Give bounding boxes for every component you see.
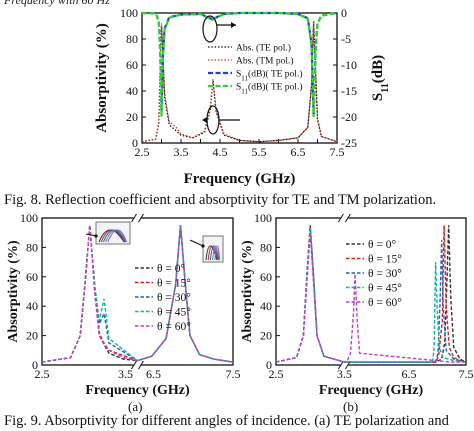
fig8-y-tick-label: 40 — [126, 84, 138, 98]
fig9b-y-tick-label: 40 — [260, 299, 272, 313]
fig8-arrow-head — [231, 22, 236, 28]
fig9b-y-tick-label: 60 — [260, 270, 272, 284]
fig9a-zoom-curve — [207, 245, 219, 261]
fig8-legend-label: Abs. (TM pol.) — [236, 56, 294, 67]
fig9a-axis-break-mark — [131, 213, 137, 223]
fig8-y2-tick-label: -20 — [341, 110, 357, 124]
fig8-annotation-ellipse — [202, 15, 218, 43]
fig8-x-axis-label: Frequency (GHz) — [184, 171, 296, 187]
fig8-legend-label: S11(dB)( TE pol.) — [236, 69, 303, 83]
figure-8-caption: Fig. 8. Reflection coefficient and absor… — [4, 192, 437, 208]
fig8-y-tick-label: 60 — [126, 58, 138, 72]
fig9a-y-axis-label: Absorptivity (%) — [6, 240, 21, 343]
fig9b-y-axis-label: Absorptivity (%) — [240, 240, 255, 343]
fig8-y2-tick-label: -5 — [341, 32, 351, 46]
fig9b-axis-break-mark — [344, 213, 351, 223]
fig9a-y-tick-label: 100 — [20, 211, 38, 225]
fig9b-y-tick-label: 80 — [260, 240, 272, 254]
fig9b-legend-label: θ = 60° — [368, 297, 402, 309]
fig9b-y-tick-label: 0 — [266, 358, 272, 372]
fig9a-zoom-arrow-head — [201, 244, 205, 248]
fig9a-x-tick-label: 3.5 — [118, 367, 133, 381]
fig9a-plot-frame — [41, 217, 234, 366]
fig9a-axis-break-mark — [138, 360, 144, 370]
fig8-y2-tick-label: -15 — [341, 84, 357, 98]
fig8-y-tick-label: 80 — [126, 32, 138, 46]
fig9a-axis-break-mark — [131, 360, 137, 370]
fig9a-x-tick-label: 6.5 — [146, 367, 161, 381]
fig9b-y-tick-label: 20 — [260, 329, 272, 343]
fig9a-x-axis-label: Frequency (GHz) — [85, 383, 190, 398]
fig9b-plot-frame — [275, 217, 467, 366]
fig9b-x-tick-label: 3.5 — [337, 367, 352, 381]
fig9a-zoom-arrow — [85, 233, 97, 237]
fig8-x-tick-label: 5.5 — [252, 145, 267, 159]
fig9b-y-tick-label: 100 — [254, 211, 272, 225]
fig9a-axis-break-mark — [138, 213, 144, 223]
fig8-x-tick-label: 6.5 — [291, 145, 306, 159]
fig9a-axis-break-gap — [133, 215, 142, 221]
fig9b-x-tick-label: 2.5 — [269, 367, 284, 381]
fig9a-y-tick-label: 60 — [26, 270, 38, 284]
fig9a-legend-label: θ = 60° — [157, 321, 191, 333]
fig8-y2-tick-label: -25 — [341, 136, 357, 150]
fig9b-axis-break-mark — [337, 360, 344, 370]
header-fragment: Frequency with 60 Hz — [4, 0, 110, 7]
fig9a-y-tick-label: 0 — [32, 358, 38, 372]
fig9a-zoom-curve — [212, 245, 220, 261]
fig8-x-tick-label: 4.5 — [213, 145, 228, 159]
fig9a-zoom-arrow-head — [94, 234, 98, 238]
fig9b-legend-label: θ = 15° — [368, 254, 402, 266]
fig8-y-tick-label: 0 — [132, 136, 138, 150]
fig9a-zoom-curve — [107, 229, 128, 243]
fig9b-axis-break-gap — [340, 362, 349, 368]
fig8-y-tick-label: 20 — [126, 110, 138, 124]
fig9a-series-line — [41, 225, 234, 363]
fig9b-legend-label: θ = 0° — [368, 239, 396, 251]
fig9a-x-tick-label: 2.5 — [35, 367, 50, 381]
fig8-y-axis-label: Absorptivity (%) — [94, 23, 110, 133]
fig9b-axis-break-mark — [337, 213, 344, 223]
fig9a-y-tick-label: 40 — [26, 299, 38, 313]
fig9a-x-tick-label: 7.5 — [226, 367, 241, 381]
fig9a-y-tick-label: 20 — [26, 329, 38, 343]
fig8-legend-label: Abs. (TE pol.) — [236, 43, 291, 54]
fig9b-x-axis-label: Frequency (GHz) — [319, 383, 424, 398]
fig8-y-tick-label: 100 — [120, 6, 138, 20]
fig9a-legend-label: θ = 30° — [157, 292, 191, 304]
fig9b-legend-label: θ = 30° — [368, 268, 402, 280]
fig9a-legend-label: θ = 15° — [157, 278, 191, 290]
fig9a-legend-label: θ = 0° — [157, 263, 185, 275]
fig8-plot-frame — [141, 12, 338, 144]
fig8-x-tick-label: 2.5 — [135, 145, 150, 159]
fig8-y2-tick-label: -10 — [341, 58, 357, 72]
fig8-x-tick-label: 7.5 — [330, 145, 345, 159]
fig8-y2-axis-label: S11(dB) — [370, 55, 391, 101]
fig9a-axis-break-gap — [133, 362, 142, 368]
fig9b-legend-label: θ = 45° — [368, 283, 402, 295]
fig9a-legend-label: θ = 45° — [157, 307, 191, 319]
fig9b-chart: 0 20 40 60 80 100 2.5 3.5 6.5 7.5 Frequency (GHz) A… — [240, 211, 474, 398]
figure-9-caption: Fig. 9. Absorptivity for different angle… — [4, 413, 449, 429]
fig9a-chart: 0 20 40 60 80 100 2.5 3.5 6.5 7.5 Frequency (GHz) A… — [6, 211, 241, 398]
fig8-y2-tick-label: 0 — [341, 6, 347, 20]
subfigure-b-label: (b) — [343, 399, 359, 414]
fig8-arrow-head — [202, 117, 207, 123]
fig9a-zoom-arrow — [189, 239, 204, 247]
subfigure-a-label: (a) — [128, 399, 143, 414]
fig8-chart: 2.5 3.5 4.5 5.5 6.5 7.5 0 20 40 60 80 100 0 -5 -10 -15 -… — [94, 6, 391, 187]
fig8-series-line — [141, 11, 338, 118]
fig9b-x-tick-label: 7.5 — [459, 367, 474, 381]
fig8-x-tick-label: 3.5 — [174, 145, 189, 159]
fig9b-series-line — [275, 232, 466, 363]
fig9a-y-tick-label: 80 — [26, 240, 38, 254]
fig9b-x-tick-label: 6.5 — [402, 367, 417, 381]
fig9a-zoom-curve — [214, 245, 221, 261]
fig8-series-line — [141, 20, 338, 143]
fig9b-axis-break-gap — [340, 215, 349, 221]
fig9a-zoom-curve — [209, 245, 219, 261]
fig8-legend-label: S11(dB)( TE pol.) — [236, 82, 303, 96]
